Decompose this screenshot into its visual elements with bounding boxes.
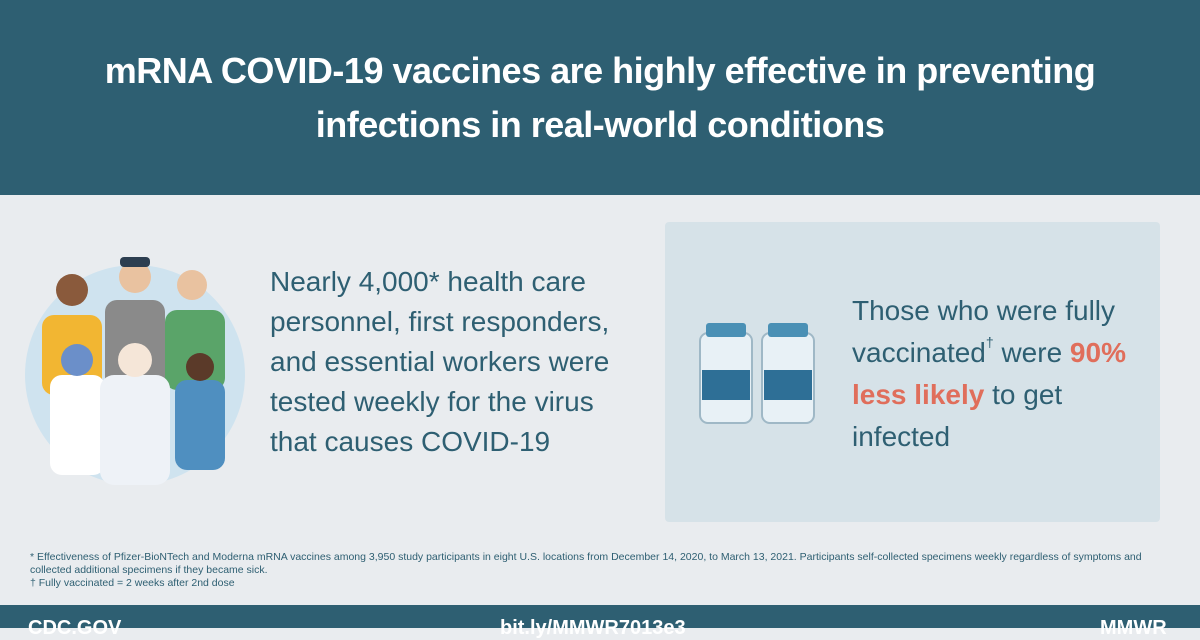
dagger: † [985,334,994,350]
brand: MMWR [1100,617,1167,639]
title: mRNA COVID-19 vaccines are highly effect… [104,49,1096,145]
header: mRNA COVID-19 vaccines are highly effect… [0,0,1200,195]
footer: CDC.GOV bit.ly/MMWR7013e3 MMWR [0,605,1200,639]
result-text: Those who were fully vaccinated† were 90… [852,290,1142,458]
result-text-middle: were [993,337,1070,368]
result-text-start: Those who were fully vaccinated [852,295,1116,368]
highlight: 90% less likely [852,337,1126,410]
footnote: * Effectiveness of Pfizer-BioNTech and M… [30,551,1142,576]
study-description: Nearly 4,000* health care personnel, fir… [270,266,610,457]
footnotes: * Effectiveness of Pfizer-BioNTech and M… [30,551,1180,590]
site: CDC.GOV [28,617,122,639]
link: bit.ly/MMWR7013e3 [500,617,686,639]
vials-illustration [699,323,815,424]
workers-illustration [25,257,245,485]
result-text-end: to get infected [852,379,1070,452]
footnote: † Fully vaccinated = 2 weeks after 2nd d… [30,577,235,589]
